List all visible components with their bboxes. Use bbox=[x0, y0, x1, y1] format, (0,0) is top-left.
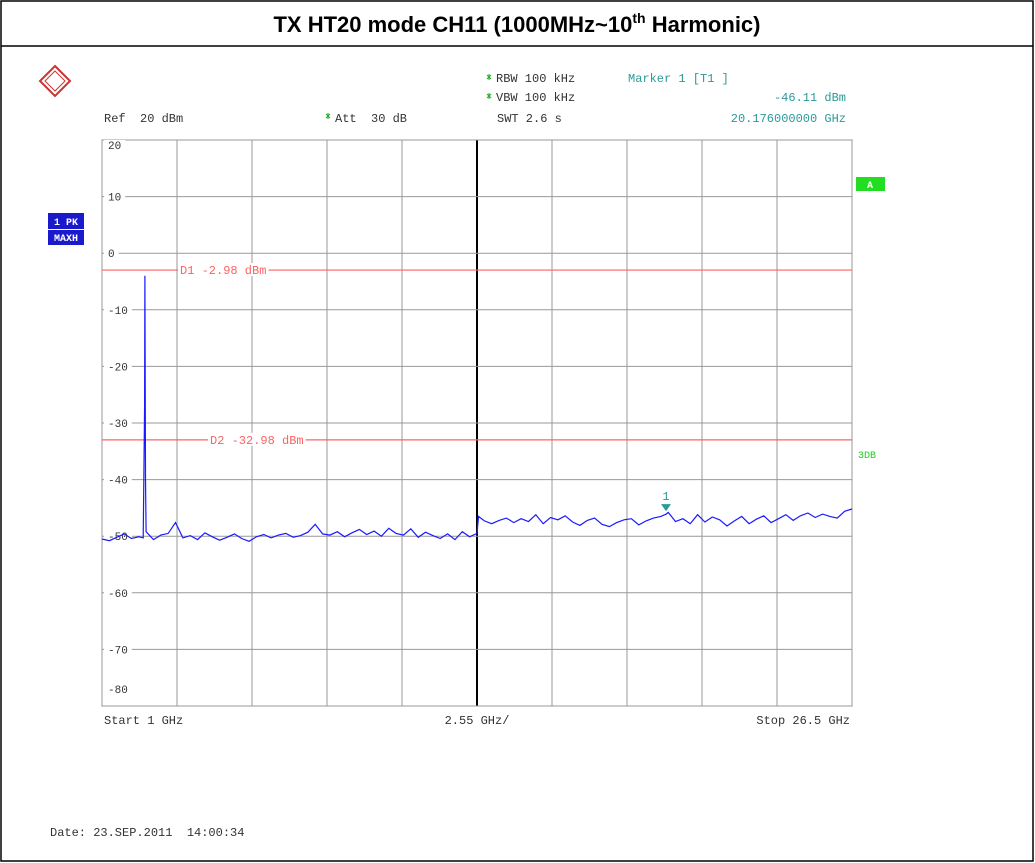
a-label: A bbox=[867, 181, 873, 192]
tick-bg bbox=[104, 474, 132, 487]
title: TX HT20 mode CH11 (1000MHz~10th Harmonic… bbox=[273, 10, 760, 37]
y-tick-label: -40 bbox=[108, 476, 128, 488]
y-tick-label: -30 bbox=[108, 419, 128, 431]
tick-bg bbox=[104, 587, 132, 600]
y-tick-label: -10 bbox=[108, 306, 128, 318]
trace-label: MAXH bbox=[54, 234, 78, 245]
plot: 20 10 0 -10 -20 -30 -40 -50 -60 -70 -80 D1 -2.98 dB… bbox=[101, 139, 853, 707]
tick-bg bbox=[104, 418, 132, 430]
y-tick-label: -50 bbox=[108, 532, 128, 544]
marker-freq: 20.176000000 GHz bbox=[731, 112, 846, 126]
marker-value: -46.11 dBm bbox=[774, 91, 846, 105]
tick-bg bbox=[104, 361, 132, 374]
x-start: Start 1 GHz bbox=[104, 714, 183, 728]
tick-bg bbox=[104, 304, 132, 317]
y-tick-label: 20 bbox=[108, 141, 121, 153]
tick-bg bbox=[104, 191, 126, 204]
y-tick-label: 0 bbox=[108, 249, 115, 261]
a-box bbox=[856, 177, 885, 191]
trace bbox=[101, 275, 853, 542]
tick-bg bbox=[104, 248, 119, 261]
display-label-bg bbox=[178, 263, 269, 277]
marker-title: Marker 1 [T1 ] bbox=[628, 72, 729, 86]
y-tick-label: -70 bbox=[108, 645, 128, 657]
3db-label: 3DB bbox=[858, 451, 876, 462]
flags bbox=[325, 74, 492, 119]
trace-label: 1 PK bbox=[54, 218, 78, 229]
title-end: Harmonic) bbox=[646, 12, 761, 37]
display-label-bg bbox=[208, 432, 306, 446]
logo bbox=[38, 64, 72, 98]
x-span: 2.55 GHz/ bbox=[445, 714, 510, 728]
marker bbox=[661, 504, 671, 512]
display-line-label: D2 -32.98 dBm bbox=[210, 434, 304, 448]
trace-box bbox=[48, 213, 84, 229]
title-sup: th bbox=[632, 10, 645, 26]
y-tick-label: -80 bbox=[108, 685, 128, 697]
display-line-label: D1 -2.98 dBm bbox=[180, 264, 266, 278]
marker-label: 1 bbox=[662, 490, 669, 504]
x-stop: Stop 26.5 GHz bbox=[756, 714, 850, 728]
y-tick-label: 10 bbox=[108, 193, 121, 205]
y-tick-label: -60 bbox=[108, 589, 128, 601]
tick-bg bbox=[104, 140, 126, 152]
date: Date: 23.SEP.2011 14:00:34 bbox=[50, 826, 244, 840]
swt: SWT 2.6 s bbox=[497, 112, 562, 126]
ref: Ref 20 dBm bbox=[104, 112, 183, 126]
title-main: TX HT20 mode CH11 (1000MHz~10 bbox=[273, 12, 632, 37]
att: Att 30 dB bbox=[335, 112, 407, 126]
y-tick-label: -20 bbox=[108, 362, 128, 374]
tick-bg bbox=[104, 684, 132, 696]
vbw: VBW 100 kHz bbox=[496, 91, 575, 105]
trace-box bbox=[48, 230, 84, 245]
tick-bg bbox=[104, 644, 132, 657]
rbw: RBW 100 kHz bbox=[496, 72, 575, 86]
